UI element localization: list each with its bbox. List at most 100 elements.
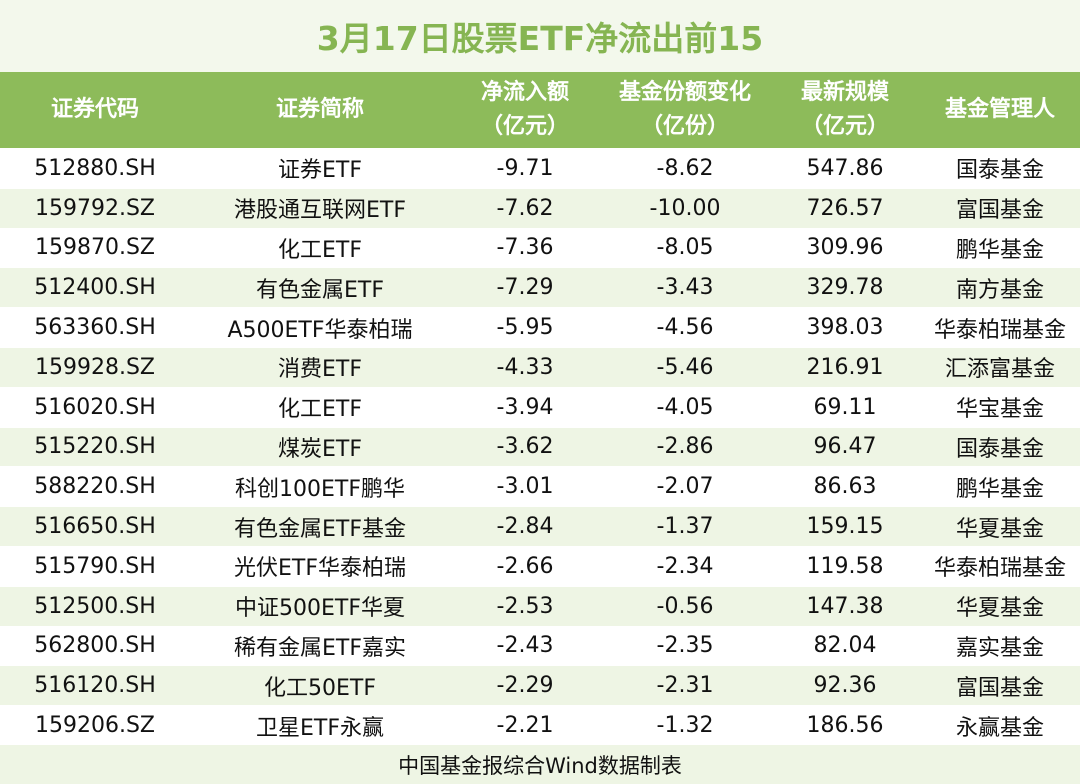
table-cell: 有色金属ETF	[256, 277, 384, 303]
table-cell: 南方基金	[955, 277, 1044, 303]
table-cell: -2.66	[496, 553, 554, 579]
table-row: 159928.SZ 消费ETF -4.33 -5.46 216.91 汇添富基金	[0, 347, 1080, 387]
table-cell: 国泰基金	[955, 436, 1044, 462]
table-cell: 216.91	[806, 354, 884, 380]
header-cell: 基金管理人	[920, 72, 1080, 148]
table-cell: 159792.SZ	[34, 195, 155, 221]
table-cell: 159206.SZ	[34, 713, 155, 739]
table-cell: 512400.SH	[34, 275, 156, 301]
table-cell: -7.36	[496, 235, 554, 261]
header-line: （亿份）	[640, 114, 729, 139]
table-cell: 鹏华基金	[955, 237, 1044, 263]
table-cell: 515220.SH	[34, 434, 156, 460]
table-cell: -4.05	[656, 394, 714, 420]
table-cell: 516020.SH	[34, 394, 156, 420]
table-cell: 398.03	[806, 315, 884, 341]
header-line: 最新规模	[800, 80, 889, 105]
table-row: 159206.SZ 卫星ETF永赢 -2.21 -1.32 186.56 永赢基金	[0, 705, 1080, 745]
table-cell: 96.47	[813, 434, 877, 460]
table-cell: 华泰柏瑞基金	[933, 317, 1066, 343]
table-row: 516650.SH 有色金属ETF基金 -2.84 -1.37 159.15 华夏基金	[0, 506, 1080, 546]
table-cell: 159.15	[806, 514, 884, 540]
table-cell: -4.33	[496, 354, 554, 380]
table-cell: 69.11	[813, 394, 877, 420]
table-cell: 186.56	[806, 713, 884, 739]
table-cell: 永赢基金	[955, 715, 1044, 741]
table-cell: -2.84	[496, 514, 554, 540]
table-row: 515790.SH 光伏ETF华泰柏瑞 -2.66 -2.34 119.58 华泰柏瑞基金	[0, 546, 1080, 586]
table-cell: -4.56	[656, 315, 714, 341]
table-cell: 稀有金属ETF嘉实	[234, 635, 406, 661]
table-cell: -5.95	[496, 315, 554, 341]
table-cell: 512500.SH	[34, 593, 156, 619]
table-cell: -7.29	[496, 275, 554, 301]
table-row: 588220.SH 科创100ETF鹏华 -3.01 -2.07 86.63 鹏华基金	[0, 466, 1080, 506]
table-cell: 159870.SZ	[34, 235, 155, 261]
table-cell: 92.36	[813, 673, 877, 699]
table-cell: 消费ETF	[278, 357, 362, 383]
table-cell: 化工ETF	[278, 397, 362, 423]
table-cell: 科创100ETF鹏华	[235, 476, 405, 502]
header-cell: 证券简称	[190, 72, 450, 148]
table-row: 516020.SH 化工ETF -3.94 -4.05 69.11 华宝基金	[0, 386, 1080, 427]
header-line: （亿元）	[800, 114, 889, 139]
table-cell: 化工ETF	[278, 237, 362, 263]
table-cell: 化工50ETF	[264, 675, 376, 701]
table-cell: 鹏华基金	[955, 476, 1044, 502]
table-cell: 国泰基金	[955, 158, 1044, 184]
header-cell: 最新规模 （亿元）	[770, 72, 920, 148]
table-cell: 516120.SH	[34, 673, 156, 699]
header-cell: 证券代码	[0, 72, 190, 148]
header-cell: 净流入额 （亿元）	[450, 72, 600, 148]
table-cell: -2.21	[496, 713, 554, 739]
table-cell: 547.86	[806, 155, 884, 181]
table-cell: -2.07	[656, 474, 714, 500]
footer: 中国基金报综合Wind数据制表	[0, 745, 1080, 784]
table-cell: -2.34	[656, 553, 714, 579]
table-cell: -2.31	[656, 673, 714, 699]
table-cell: -3.43	[656, 275, 714, 301]
table-row: 562800.SH 稀有金属ETF嘉实 -2.43 -2.35 82.04 嘉实基金	[0, 625, 1080, 666]
table-cell: -2.29	[496, 673, 554, 699]
header-line: 净流入额	[480, 80, 569, 105]
title: 3月17日股票ETF净流出前15	[0, 0, 1080, 72]
header-line: 基金份额变化	[618, 80, 751, 105]
table-cell: -3.94	[496, 394, 554, 420]
table-row: 516120.SH 化工50ETF -2.29 -2.31 92.36 富国基金	[0, 665, 1080, 706]
table-row: 563360.SH A500ETF华泰柏瑞 -5.95 -4.56 398.03 华泰柏瑞…	[0, 307, 1080, 347]
table-cell: 华夏基金	[955, 596, 1044, 622]
table-cell: 港股通互联网ETF	[234, 198, 406, 224]
table-cell: 119.58	[806, 553, 884, 579]
table-cell: 卫星ETF永赢	[256, 715, 384, 741]
header-cell: 基金份额变化 （亿份）	[600, 72, 770, 148]
table-cell: -10.00	[649, 195, 721, 221]
table-cell: -3.01	[496, 474, 554, 500]
table-row: 159792.SZ 港股通互联网ETF -7.62 -10.00 726.57 富国基金	[0, 187, 1080, 228]
table-cell: 82.04	[813, 633, 877, 659]
table-cell: 富国基金	[955, 675, 1044, 701]
table-cell: 726.57	[806, 195, 884, 221]
table-cell: A500ETF华泰柏瑞	[227, 317, 413, 343]
table-row: 512880.SH 证券ETF -9.71 -8.62 547.86 国泰基金	[0, 148, 1080, 188]
table-row: 159870.SZ 化工ETF -7.36 -8.05 309.96 鹏华基金	[0, 227, 1080, 268]
table-cell: -1.32	[656, 713, 714, 739]
table-row: 515220.SH 煤炭ETF -3.62 -2.86 96.47 国泰基金	[0, 426, 1080, 467]
table-cell: 515790.SH	[34, 553, 156, 579]
table-cell: -7.62	[496, 195, 554, 221]
table-cell: 华夏基金	[955, 516, 1044, 542]
table-cell: 富国基金	[955, 198, 1044, 224]
table-cell: 86.63	[813, 474, 877, 500]
table-cell: 309.96	[806, 235, 884, 261]
header-line: 基金管理人	[944, 97, 1055, 122]
table-cell: 华宝基金	[955, 397, 1044, 423]
table-cell: 588220.SH	[34, 474, 156, 500]
table-cell: 嘉实基金	[955, 635, 1044, 661]
table-cell: -2.43	[496, 633, 554, 659]
table-cell: 有色金属ETF基金	[234, 516, 406, 542]
table-cell: 512880.SH	[34, 155, 156, 181]
table-row: 512500.SH 中证500ETF华夏 -2.53 -0.56 147.38 华夏基金	[0, 585, 1080, 626]
table-cell: -2.35	[656, 633, 714, 659]
table-cell: 光伏ETF华泰柏瑞	[234, 556, 406, 582]
table-cell: -3.62	[496, 434, 554, 460]
